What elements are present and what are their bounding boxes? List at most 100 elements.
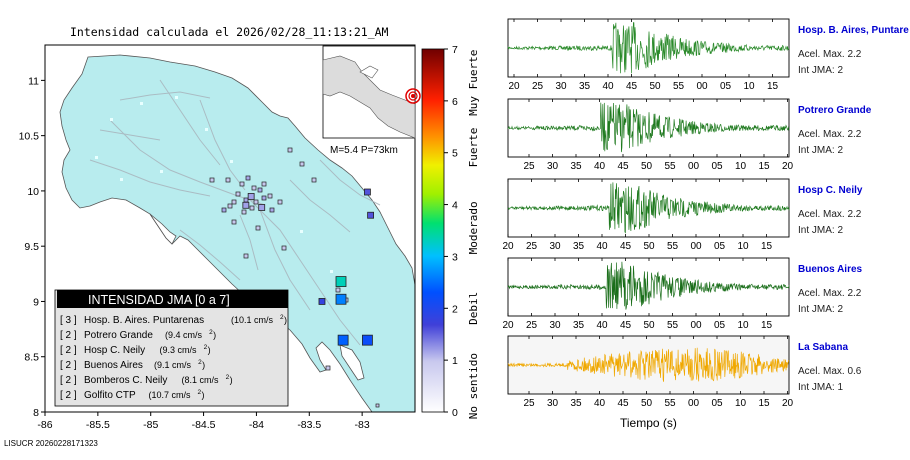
town-markers <box>95 96 333 273</box>
station-marker <box>258 204 266 211</box>
station-marker <box>318 298 326 305</box>
station-marker <box>362 334 373 346</box>
waveform-tick-label: 15 <box>758 161 770 172</box>
station-marker <box>335 276 347 287</box>
waveform-tick-label: 35 <box>573 320 585 331</box>
legend-close-paren: ) <box>230 375 233 385</box>
legend-accel: (10.1 cm/s <box>231 315 274 325</box>
waveform-tick-label: 40 <box>594 161 606 172</box>
waveform-trace <box>507 182 790 234</box>
waveform-tick-label: 30 <box>547 161 559 172</box>
magnitude-label: M=5.4 P=73km <box>330 145 398 156</box>
waveform-tick-label: 45 <box>620 241 632 252</box>
waveform-tick-label: 50 <box>641 398 653 409</box>
map-frame <box>44 44 416 413</box>
waveform-tick-label: 50 <box>643 320 655 331</box>
waveform-max-accel: Acel. Max. 2.2 <box>798 49 862 60</box>
waveform-jma-intensity: Int JMA: 2 <box>798 225 843 236</box>
waveform-tick-label: 50 <box>641 161 653 172</box>
waveform-tick-label: 50 <box>643 241 655 252</box>
waveform-tick-label: 45 <box>620 320 632 331</box>
waveform-tick-label: 15 <box>758 398 770 409</box>
waveform-station-name: La Sabana <box>798 342 848 353</box>
waveform-tick-label: 30 <box>547 398 559 409</box>
map-x-tick-label: -85.5 <box>86 419 110 431</box>
colorbar-tick-label: 2 <box>452 303 458 315</box>
legend-row: [ 2 ] Buenos Aires (9.1 cm/s 2) <box>60 359 205 371</box>
legend-close-paren: ) <box>213 330 216 340</box>
waveform-tick-label: 35 <box>570 161 582 172</box>
waveform-max-accel: Acel. Max. 2.2 <box>798 129 862 140</box>
waveform-tick-label: 25 <box>523 398 535 409</box>
waveform-station-name: Potrero Grande <box>798 105 872 116</box>
colorbar-tick-label: 0 <box>452 407 458 419</box>
colorbar-category-label: Moderado <box>467 201 480 254</box>
map-y-tick-label: 11 <box>28 75 39 87</box>
waveform-tick-label: 35 <box>570 398 582 409</box>
waveform-tick-label: 25 <box>526 320 538 331</box>
waveform-panels: 20 25 30 35 40 45 50 55 00 05 10 15 Hosp. B. Aires, … <box>502 18 909 409</box>
legend-jma: [ 2 ] <box>60 360 77 371</box>
waveform-tick-label: 30 <box>549 241 561 252</box>
waveform-tick-label: 20 <box>508 81 520 92</box>
colorbar-tick-label: 3 <box>452 251 458 263</box>
map-x-tick-label: -83.5 <box>297 419 321 431</box>
legend-unit-exponent: 2 <box>209 329 213 336</box>
legend-accel: (8.1 cm/s <box>182 375 220 385</box>
waveform-tick-label: 10 <box>743 81 755 92</box>
legend-station-name: Buenos Aires <box>84 360 143 371</box>
waveform-tick-label: 45 <box>617 398 629 409</box>
map-x-tick-label: -84 <box>249 419 264 431</box>
map-y-tick-label: 9 <box>33 296 39 308</box>
station-marker <box>337 334 349 346</box>
waveform-tick-label: 00 <box>690 320 702 331</box>
waveform-tick-label: 40 <box>602 81 614 92</box>
waveform-station-name: Hosp C. Neily <box>798 185 863 196</box>
waveform-tick-label: 05 <box>711 161 723 172</box>
waveform-tick-label: 25 <box>526 241 538 252</box>
legend-unit-exponent: 2 <box>198 359 202 366</box>
waveform-panel: 20 25 30 35 40 45 50 55 00 05 10 15 Buenos Aires Acel… <box>502 257 863 331</box>
legend-row: [ 3 ] Hosp. B. Aires. Puntarenas (10.1 cm/… <box>60 314 287 326</box>
waveform-trace <box>507 22 790 74</box>
waveform-tick-label: 55 <box>664 398 676 409</box>
station-marker <box>367 211 375 219</box>
map-y-tick-label: 8 <box>33 407 39 419</box>
epicenter-icon <box>405 88 421 104</box>
legend-row: [ 2 ] Potrero Grande (9.4 cm/s 2) <box>60 329 216 341</box>
waveform-jma-intensity: Int JMA: 2 <box>798 304 843 315</box>
intensity-stations <box>242 188 375 346</box>
waveform-tick-label: 35 <box>579 81 591 92</box>
waveform-tick-label: 55 <box>667 241 679 252</box>
legend-accel: (9.1 cm/s <box>154 360 192 370</box>
waveform-tick-label: 00 <box>688 398 700 409</box>
waveform-station-name: Hosp. B. Aires, Puntare <box>798 25 909 36</box>
golfo-dulce <box>339 344 365 381</box>
station-marker <box>335 293 347 305</box>
waveform-tick-label: 50 <box>649 81 661 92</box>
waveform-tick-label: 25 <box>523 161 535 172</box>
waveform-tick-label: 40 <box>596 320 608 331</box>
waveform-tick-label: 55 <box>664 161 676 172</box>
legend-station-name: Hosp. B. Aires. Puntarenas <box>84 315 204 326</box>
map-x-tick-label: -84.5 <box>192 419 216 431</box>
map-y-tick-label: 8.5 <box>24 352 39 364</box>
footer-code: LISUCR 20260228171323 <box>4 439 98 448</box>
waveform-tick-label: 05 <box>714 241 726 252</box>
waveform-tick-label: 55 <box>673 81 685 92</box>
colorbar-category-label: No sentido <box>467 353 480 419</box>
legend-row: [ 2 ] Bomberos C. Neily (8.1 cm/s 2) <box>60 374 233 386</box>
station-marker <box>242 201 250 209</box>
inset-map <box>322 45 421 139</box>
waveform-station-name: Buenos Aires <box>798 264 863 275</box>
map-y-axis: 11 10.5 10 9.5 9 8.5 8 <box>19 75 45 419</box>
gulf-of-nicoya <box>149 213 177 245</box>
map-x-axis: -86 -85.5 -85 -84.5 -84 -83.5 -83 <box>37 412 370 431</box>
colorbar-category-label: Debil <box>467 292 480 325</box>
waveform-tick-label: 10 <box>735 161 747 172</box>
waveform-max-accel: Acel. Max. 0.6 <box>798 366 862 377</box>
colorbar-tick-label: 1 <box>452 355 458 367</box>
waveform-jma-intensity: Int JMA: 1 <box>798 382 843 393</box>
station-marker <box>364 188 371 196</box>
